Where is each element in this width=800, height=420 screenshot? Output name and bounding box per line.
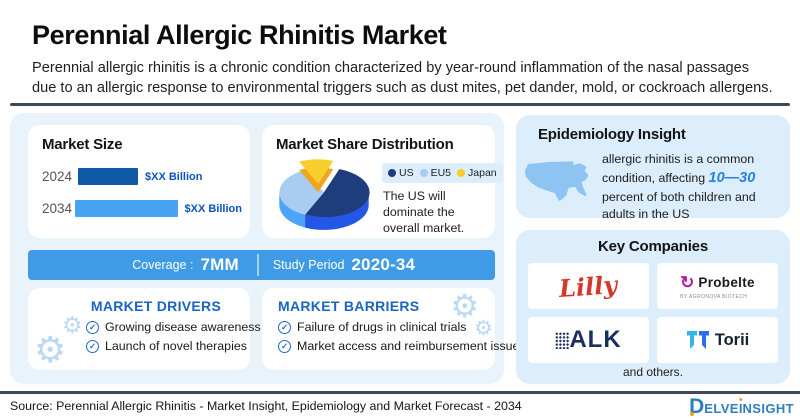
- value-label: $XX Billion: [145, 170, 203, 183]
- coverage-value: 7MM: [200, 255, 239, 274]
- epi-text-after: percent of both children and adults in t…: [602, 189, 756, 222]
- market-size-title: Market Size: [42, 136, 123, 153]
- company-tile-alk: ALK: [528, 317, 649, 363]
- study-period-value: 2020-34: [351, 255, 416, 274]
- market-drivers-card: MARKET DRIVERS ✓ Growing disease awarene…: [28, 288, 261, 370]
- alk-logo: ALK: [569, 326, 622, 353]
- pie-chart: [264, 157, 384, 237]
- market-overview-panel: Market Size 2024 $XX Billion 2034 $XX Bi…: [10, 113, 526, 384]
- logo-i: I: [738, 401, 743, 416]
- coverage-divider: [256, 254, 259, 276]
- and-others-text: and others.: [622, 365, 684, 379]
- market-barriers-card: MARKET BARRIERS ✓ Failure of drugs in cl…: [262, 288, 526, 370]
- barrier-text: Failure of drugs in clinical trials: [297, 320, 467, 334]
- study-period-section: Study Period 2020-34: [259, 255, 415, 275]
- driver-text: Launch of novel therapies: [105, 339, 247, 353]
- list-item: ✓ Growing disease awareness: [86, 320, 261, 334]
- eu5-dot-icon: [419, 169, 428, 177]
- coverage-label: Coverage :: [132, 258, 194, 272]
- market-drivers-title: MARKET DRIVERS: [90, 298, 222, 314]
- legend-label: EU5: [430, 167, 452, 179]
- gears-icon: ⚙ ⚙: [34, 312, 83, 370]
- bar-2024: [78, 168, 138, 185]
- market-size-row-2024: 2024 $XX Billion: [42, 168, 242, 185]
- year-label: 2024: [42, 169, 73, 184]
- lilly-logo: Lilly: [558, 269, 619, 303]
- company-tile-lilly: Lilly: [528, 263, 649, 309]
- gears-icon: ⚙ ⚙: [450, 288, 493, 340]
- torii-gate-icon: [686, 331, 709, 349]
- market-barriers-list: ✓ Failure of drugs in clinical trials ✓ …: [278, 320, 526, 353]
- legend-item-japan: Japan: [457, 167, 497, 179]
- japan-dot-icon: [457, 169, 466, 177]
- probelte-subtext: BY AGRONOVA BIOTECH: [680, 293, 748, 300]
- market-share-card: Market Share Distribution US EU5: [262, 125, 503, 238]
- check-circle-icon: ✓: [278, 320, 291, 334]
- study-period-label: Study Period: [272, 258, 345, 272]
- bar-2034: [74, 200, 178, 217]
- epidemiology-text: allergic rhinitis is a common condition,…: [602, 151, 784, 223]
- page-title: Perennial Allergic Rhinitis Market: [32, 20, 447, 50]
- probelte-arrow-icon: ↻: [680, 272, 695, 292]
- market-share-title: Market Share Distribution: [276, 136, 454, 153]
- market-drivers-list: ✓ Growing disease awareness ✓ Launch of …: [86, 320, 261, 353]
- check-circle-icon: ✓: [278, 339, 291, 353]
- epidemiology-title: Epidemiology Insight: [538, 126, 686, 143]
- legend-label: Japan: [468, 167, 497, 179]
- check-circle-icon: ✓: [86, 320, 99, 334]
- pie-legend: US EU5 Japan: [382, 163, 503, 183]
- logo-d: D: [689, 395, 705, 418]
- source-text: Source: Perennial Allergic Rhinitis - Ma…: [10, 399, 522, 413]
- coverage-study-bar: Coverage : 7MM Study Period 2020-34: [28, 250, 495, 280]
- coverage-section: Coverage : 7MM: [28, 255, 257, 275]
- header-divider: [10, 103, 790, 106]
- epi-text-before: allergic rhinitis is a common condition,…: [602, 152, 755, 186]
- epi-highlight: 10—30: [708, 170, 756, 187]
- delveinsight-logo: D ELVE I NSIGHT: [689, 395, 794, 419]
- market-size-row-2034: 2034 $XX Billion: [42, 200, 242, 217]
- year-label: 2034: [42, 201, 73, 216]
- page-subtitle: Perennial allergic rhinitis is a chronic…: [32, 60, 773, 96]
- logo-nsight: NSIGHT: [742, 401, 794, 416]
- company-tile-probelte: ↻ Probelte BY AGRONOVA BIOTECH: [657, 263, 778, 309]
- market-share-note: The US will dominate the overall market.: [383, 189, 465, 235]
- barrier-text: Market access and reimbursement issues: [297, 339, 526, 353]
- value-label: $XX Billion: [184, 202, 242, 215]
- legend-label: US: [399, 167, 414, 179]
- market-size-card: Market Size 2024 $XX Billion 2034 $XX Bi…: [28, 125, 250, 238]
- probelte-logo: Probelte: [698, 275, 755, 290]
- driver-text: Growing disease awareness: [105, 320, 261, 334]
- company-logo-grid: Lilly ↻ Probelte BY AGRONOVA BIOTECH ALK: [528, 263, 778, 363]
- torii-logo: Torii: [714, 330, 750, 349]
- key-companies-title: Key Companies: [598, 238, 708, 255]
- us-map-icon: [525, 161, 589, 201]
- pie-chart-svg: [279, 159, 370, 230]
- legend-item-us: US: [388, 167, 414, 179]
- key-companies-card: Key Companies Lilly ↻ Probelte BY AGRONO…: [516, 230, 790, 384]
- list-item: ✓ Launch of novel therapies: [86, 339, 250, 353]
- list-item: ✓ Market access and reimbursement issues: [278, 339, 526, 353]
- alk-halftone-icon: [555, 331, 571, 349]
- footer-divider: [0, 391, 800, 394]
- check-circle-icon: ✓: [86, 339, 99, 353]
- us-dot-icon: [388, 169, 396, 177]
- list-item: ✓ Failure of drugs in clinical trials: [278, 320, 495, 334]
- legend-item-eu5: EU5: [419, 167, 452, 179]
- logo-elve: ELVE: [704, 401, 739, 416]
- market-barriers-title: MARKET BARRIERS: [278, 298, 420, 314]
- company-tile-torii: Torii: [657, 317, 778, 363]
- epidemiology-card: Epidemiology Insight allergic rhinitis i…: [516, 115, 790, 221]
